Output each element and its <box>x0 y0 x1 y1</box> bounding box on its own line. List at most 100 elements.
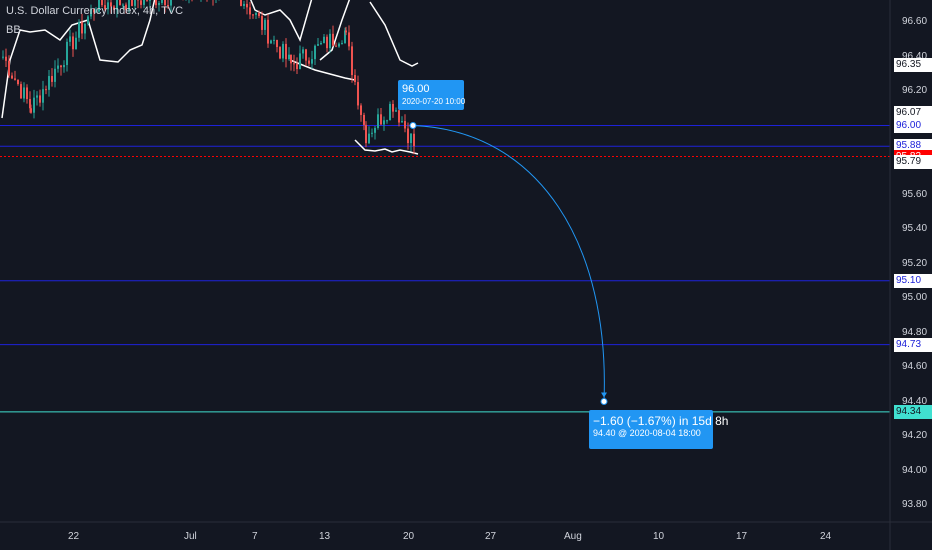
candle-body <box>363 114 365 125</box>
candle-body <box>36 95 38 98</box>
candle-body <box>164 0 166 6</box>
candle-body <box>161 0 163 3</box>
candle-body <box>2 56 4 58</box>
bollinger-band <box>289 59 356 81</box>
candle-body <box>143 0 145 5</box>
candle-body <box>252 14 254 16</box>
candle-body <box>240 0 242 6</box>
candle-body <box>276 39 278 48</box>
candle-body <box>110 2 112 7</box>
candle-body <box>282 43 284 59</box>
candle-body <box>140 0 142 5</box>
candle-body <box>243 3 245 6</box>
candle-body <box>249 7 251 15</box>
candle-body <box>63 65 65 68</box>
candle-body <box>69 36 71 42</box>
candle-body <box>380 114 382 125</box>
candle-body <box>323 36 325 43</box>
candle-body <box>341 43 343 45</box>
indicator-label[interactable]: BB <box>6 24 21 36</box>
price-axis-tick: 96.40 <box>902 50 928 62</box>
projection-start-price: 96.00 <box>402 83 430 95</box>
candle-body <box>410 133 412 144</box>
bollinger-band <box>369 1 419 67</box>
candle-body <box>48 76 50 90</box>
price-tag: 96.00 <box>894 118 932 133</box>
candle-body <box>155 0 157 6</box>
candle-body <box>101 0 103 6</box>
candle-body <box>360 105 362 115</box>
candle-body <box>75 37 77 50</box>
price-axis-tick: 93.80 <box>902 499 928 510</box>
candle-body <box>17 79 19 85</box>
price-tag: 96.07 <box>894 106 932 121</box>
candle-body <box>78 22 80 38</box>
candle-body <box>26 87 28 100</box>
candle-body <box>119 0 121 5</box>
candle-body <box>8 60 10 76</box>
candle-body <box>98 0 100 12</box>
candle-body <box>14 78 16 80</box>
symbol-title[interactable]: U.S. Dollar Currency Index, 4h, TVC <box>6 5 184 17</box>
candle-body <box>270 40 272 44</box>
projection-arrowhead <box>601 392 607 398</box>
candle-body <box>401 121 403 123</box>
candle-body <box>413 133 415 147</box>
projection-end-date: 94.40 @ 2020-08-04 18:00 <box>593 428 701 438</box>
candle-body <box>258 12 260 17</box>
price-axis-tick: 95.20 <box>902 257 928 269</box>
candle-body <box>57 65 59 69</box>
candle-body <box>149 0 151 1</box>
candle-body <box>51 76 53 82</box>
price-axis-tick: 94.40 <box>902 395 928 407</box>
candle-body <box>386 120 388 122</box>
bollinger-band <box>354 139 419 155</box>
projection-change: −1.60 (−1.67%) in 15d 8h <box>593 414 729 428</box>
price-axis-tick: 95.60 <box>902 188 928 200</box>
candle-body <box>45 89 47 91</box>
time-axis-tick: Aug <box>564 531 582 542</box>
candle-body <box>264 19 266 30</box>
time-axis-tick: 13 <box>319 531 331 542</box>
candle-body <box>30 108 32 113</box>
candle-body <box>332 33 334 46</box>
candle-body <box>255 12 257 15</box>
bollinger-band <box>1 0 156 119</box>
candle-body <box>87 16 89 24</box>
candle-body <box>39 95 41 103</box>
candle-body <box>134 0 136 6</box>
candle-body <box>273 39 275 41</box>
time-axis-tick: 10 <box>653 531 665 542</box>
price-axis-tick: 94.60 <box>902 361 928 372</box>
candle-body <box>296 63 298 70</box>
candle-body <box>351 46 353 76</box>
candle-body <box>167 5 169 7</box>
projection-arc <box>412 125 605 402</box>
candle-body <box>398 110 400 123</box>
price-tag: 94.73 <box>894 337 932 352</box>
time-axis-tick: 20 <box>403 531 415 542</box>
price-axis-tick: 96.20 <box>902 85 928 96</box>
candle-body <box>158 2 160 6</box>
candle-body <box>357 82 359 106</box>
bollinger-band <box>250 0 313 43</box>
candle-body <box>42 89 44 103</box>
candle-body <box>389 103 391 121</box>
candle-body <box>344 30 346 44</box>
candle-body <box>81 22 83 34</box>
price-tag: 95.10 <box>894 273 932 288</box>
candle-body <box>246 3 248 8</box>
price-tag: 94.34 <box>894 404 932 419</box>
time-axis-tick: 7 <box>252 531 258 542</box>
projection-start-point <box>409 122 417 129</box>
candle-body <box>371 132 373 134</box>
candle-body <box>368 133 370 144</box>
candle-body <box>29 99 31 109</box>
candle-body <box>72 36 74 50</box>
candle-body <box>299 53 301 70</box>
candle-body <box>365 124 367 144</box>
candle-body <box>354 75 356 83</box>
candle-body <box>374 127 376 133</box>
